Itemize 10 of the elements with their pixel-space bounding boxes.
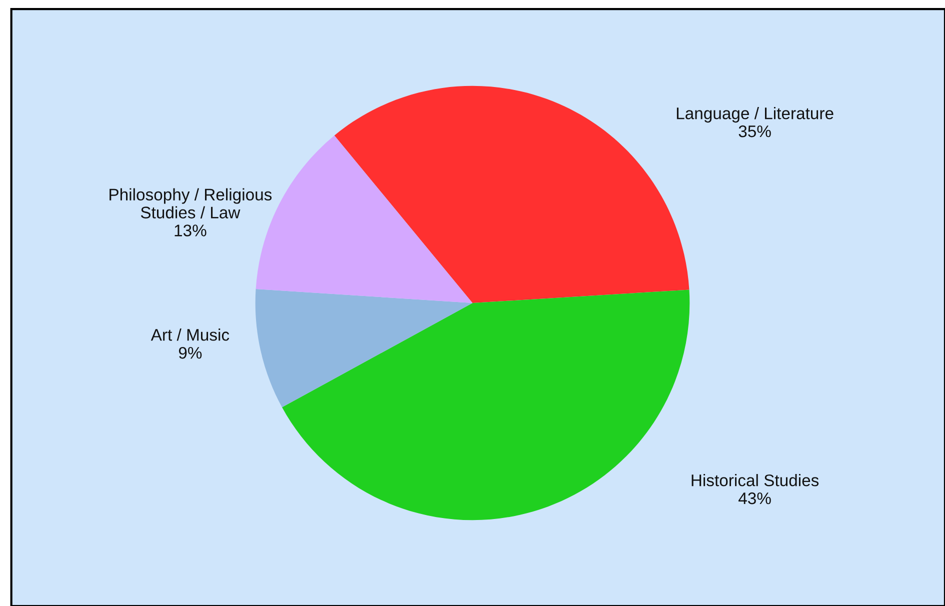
pie-slice — [282, 290, 690, 520]
slice-label: Historical Studies — [692, 474, 819, 486]
data-label: 13% — [174, 224, 206, 236]
pie-slice — [255, 288, 472, 408]
slice-label: Art / Music — [150, 328, 230, 341]
data-label: 9% — [178, 346, 202, 359]
data-label: 35% — [738, 125, 771, 138]
data-label: 43% — [738, 492, 771, 504]
slice-label: Language / Literature — [676, 107, 834, 123]
slice-label: Philosophy / Religious Studies / Law — [110, 188, 272, 218]
